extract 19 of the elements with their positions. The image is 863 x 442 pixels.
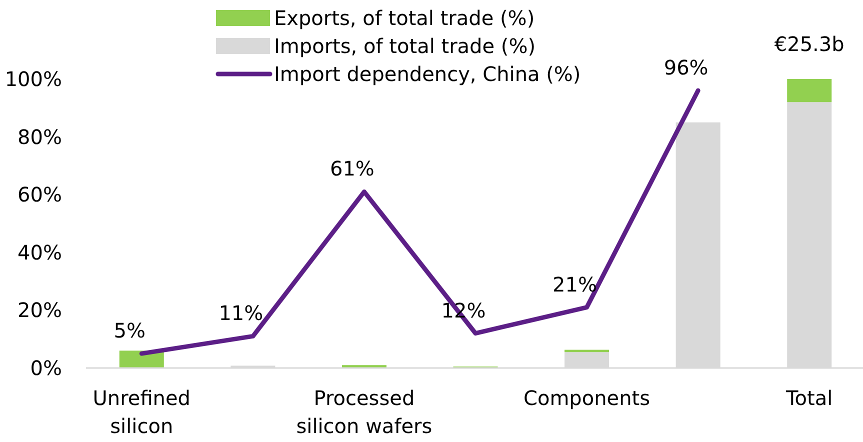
data-label: 61% <box>330 156 374 181</box>
y-tick-label: 80% <box>18 124 62 149</box>
y-tick-label: 100% <box>4 67 62 91</box>
x-tick-label: Components <box>524 386 650 410</box>
y-tick-label: 20% <box>18 298 62 322</box>
y-tick-label: 0% <box>30 356 62 380</box>
data-label: 11% <box>218 301 264 326</box>
annotation: €25.3b <box>774 32 844 56</box>
data-label: 5% <box>114 318 146 343</box>
legend-label: Import dependency, China (%) <box>274 62 581 86</box>
y-tick-label: 40% <box>18 240 62 264</box>
data-label: 96% <box>664 56 708 80</box>
x-tick-label: Unrefined silicon <box>92 386 190 438</box>
data-label: 21% <box>552 272 598 296</box>
x-tick-label: Total <box>785 386 833 410</box>
y-tick-label: 60% <box>18 182 62 207</box>
legend-label: Exports, of total trade (%) <box>274 6 535 30</box>
x-tick-label: Processed silicon wafers <box>296 386 432 438</box>
legend-label: Imports, of total trade (%) <box>274 34 536 58</box>
